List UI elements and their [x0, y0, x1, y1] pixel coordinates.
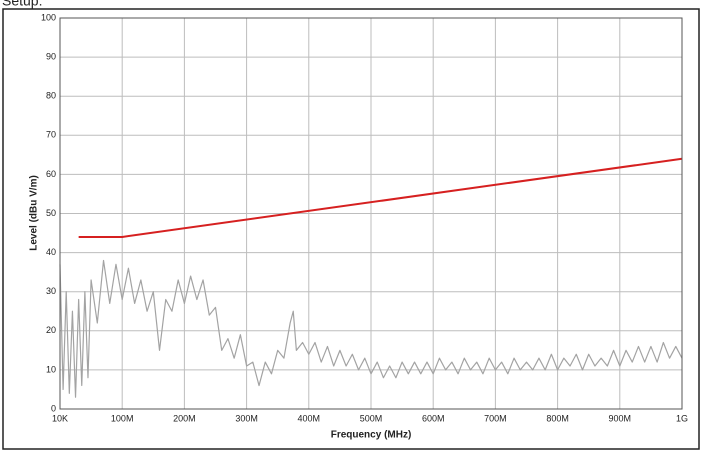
y-axis-title: Level (dBu V/m): [29, 175, 40, 251]
x-tick-label: 400M: [298, 413, 321, 423]
y-tick-label: 20: [46, 325, 56, 335]
frame: [2, 8, 700, 450]
x-tick-label: 1G: [676, 413, 688, 423]
y-tick-label: 50: [46, 208, 56, 218]
x-tick-label: 700M: [484, 413, 507, 423]
x-tick-label: 800M: [546, 413, 569, 423]
x-tick-label: 900M: [609, 413, 632, 423]
x-axis-title: Frequency (MHz): [331, 430, 412, 441]
y-tick-label: 60: [46, 169, 56, 179]
x-tick-label: 500M: [360, 413, 383, 423]
y-tick-label: 80: [46, 91, 56, 101]
x-tick-label: 100M: [111, 413, 134, 423]
grid: [59, 17, 683, 410]
x-tick-label: 10K: [52, 413, 68, 423]
plot-lines: [59, 157, 683, 398]
y-tick-label: 10: [46, 364, 56, 374]
caption: Setup:: [2, 0, 42, 9]
plot-border: [59, 17, 683, 410]
y-tick-label: 100: [41, 12, 56, 22]
x-tick-label: 600M: [422, 413, 445, 423]
y-tick-label: 0: [51, 403, 56, 413]
y-tick-label: 70: [46, 130, 56, 140]
x-tick-label: 300M: [235, 413, 258, 423]
y-tick-label: 30: [46, 286, 56, 296]
y-tick-label: 40: [46, 247, 56, 257]
y-tick-label: 90: [46, 51, 56, 61]
x-tick-label: 200M: [173, 413, 196, 423]
limit-line: [78, 157, 683, 238]
emission-trace: [59, 259, 683, 398]
